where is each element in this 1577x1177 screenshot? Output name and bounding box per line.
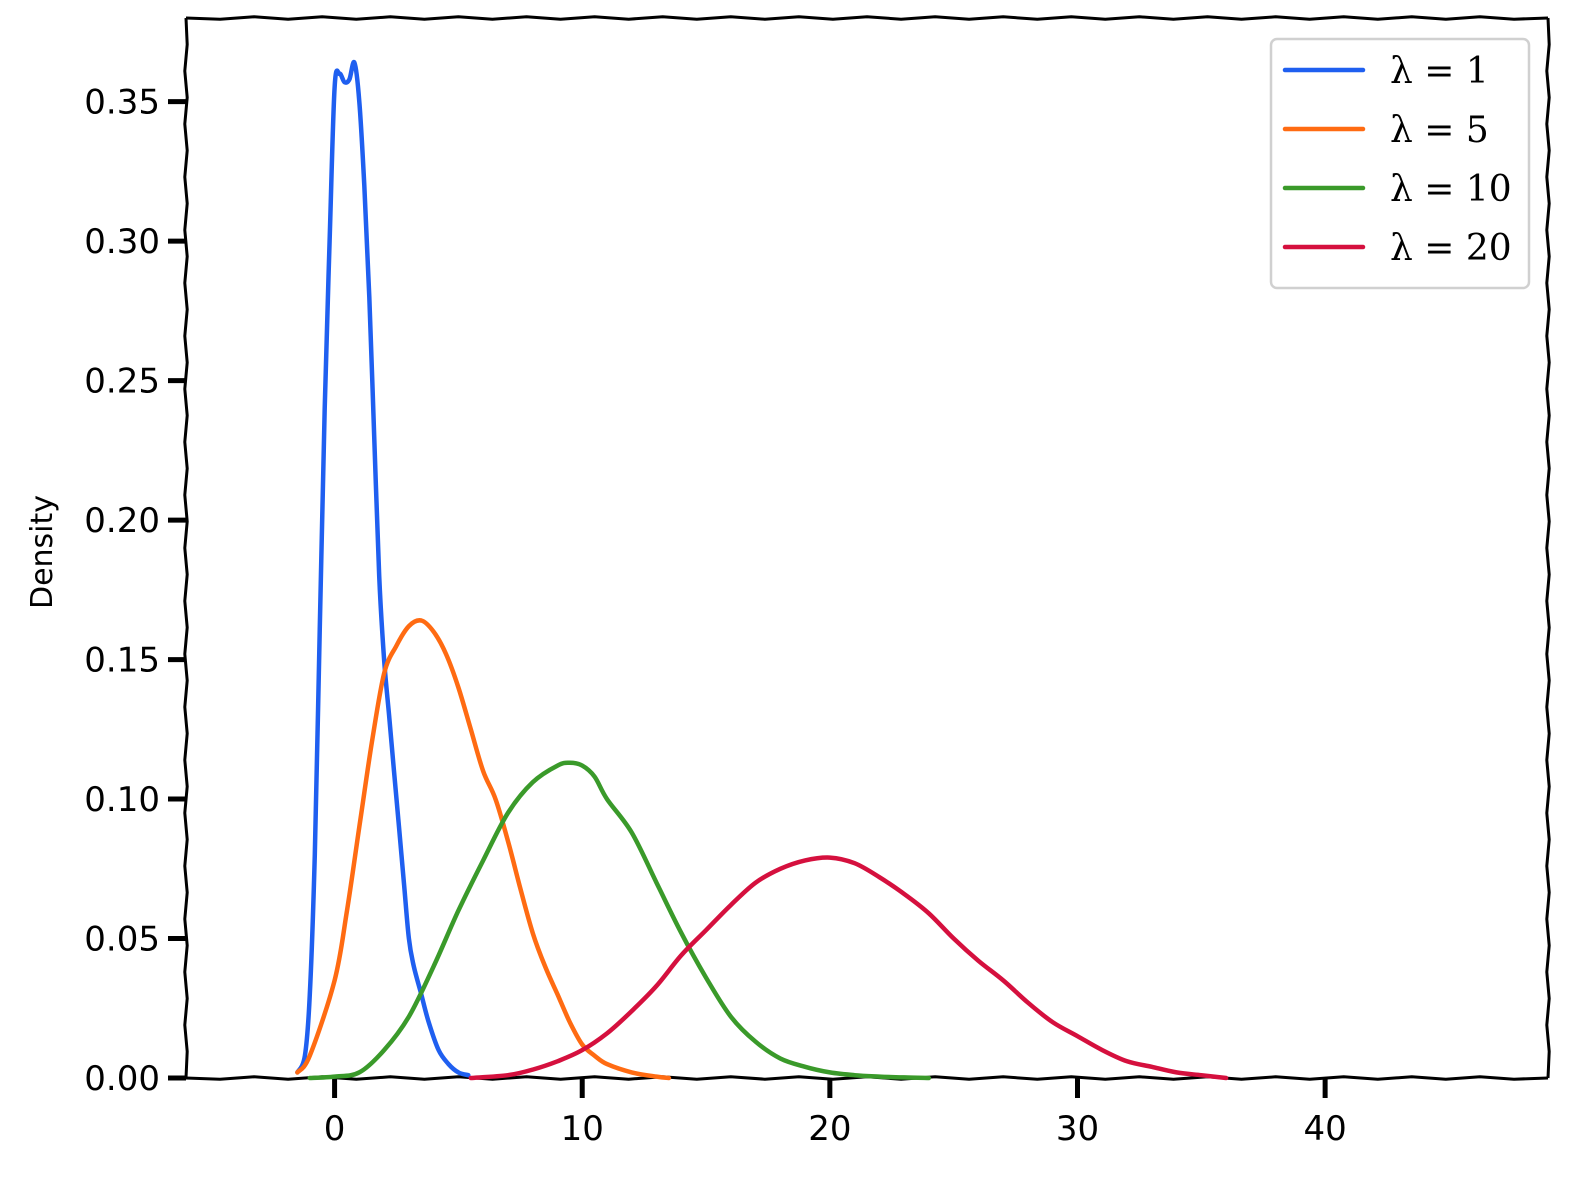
series-line-3 xyxy=(307,760,932,1081)
y-tick-label: 0.00 xyxy=(84,1059,160,1099)
x-axis: 0 10 20 30 40 xyxy=(324,1078,1347,1149)
legend-box xyxy=(1269,37,1531,290)
y-tick-label: 0.25 xyxy=(84,362,160,402)
series-line-1 xyxy=(295,59,471,1078)
x-tick-label: 40 xyxy=(1303,1109,1346,1149)
x-tick-label: 30 xyxy=(1056,1109,1099,1149)
frame-left xyxy=(183,17,189,1079)
series-line-2 xyxy=(295,618,672,1081)
legend: λ = 1 λ = 5 λ = 10 λ = 20 xyxy=(1269,37,1531,290)
legend-label: λ = 1 xyxy=(1390,51,1489,92)
legend-label: λ = 10 xyxy=(1390,169,1512,210)
frame-right xyxy=(1545,17,1551,1079)
x-tick-label: 0 xyxy=(324,1109,346,1149)
legend-label: λ = 5 xyxy=(1390,110,1489,151)
frame-top xyxy=(185,15,1549,21)
y-tick-label: 0.20 xyxy=(84,501,160,541)
series-line-4 xyxy=(468,855,1229,1081)
y-tick-label: 0.35 xyxy=(84,83,160,123)
y-tick-label: 0.30 xyxy=(84,222,160,262)
x-tick-label: 10 xyxy=(561,1109,604,1149)
y-tick-label: 0.10 xyxy=(84,780,160,820)
legend-label: λ = 20 xyxy=(1390,228,1512,269)
y-axis: 0.00 0.05 0.10 0.15 0.20 0.25 0.30 0.35 xyxy=(84,83,186,1099)
y-tick-label: 0.15 xyxy=(84,641,160,681)
series-lines xyxy=(295,59,1229,1081)
y-axis-label: Density xyxy=(25,495,60,609)
y-tick-label: 0.05 xyxy=(84,920,160,960)
x-tick-label: 20 xyxy=(808,1109,851,1149)
